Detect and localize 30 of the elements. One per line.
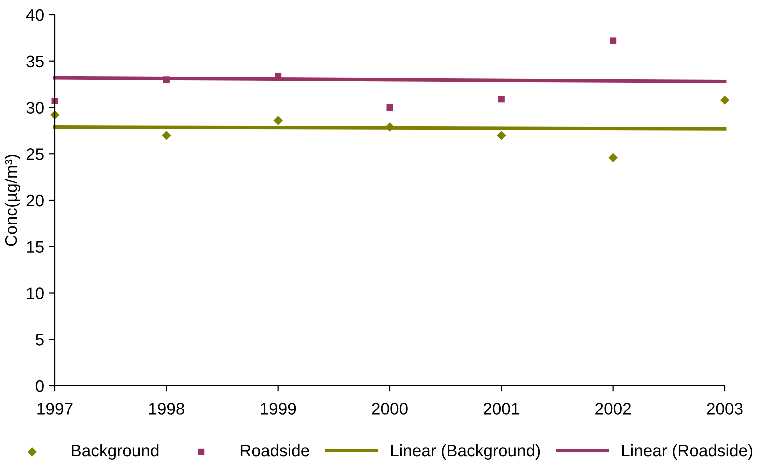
x-tick-label: 1997	[38, 403, 73, 415]
y-axis-title: Conc(µg/m³)	[4, 155, 20, 246]
y-tick-label: 5	[36, 334, 44, 346]
y-tick-label: 15	[27, 241, 44, 254]
point	[274, 116, 283, 126]
y-tick-label: 25	[26, 148, 44, 160]
y-tick-label: 40	[26, 9, 44, 22]
y-tick-label: 20	[26, 194, 44, 207]
y-tick-label: 10	[27, 288, 44, 300]
x-tick-label: 2000	[372, 403, 408, 415]
x-tick-label: 2003	[707, 403, 743, 415]
x-tick-label: 2002	[596, 403, 632, 415]
x-tick-label: 1998	[149, 403, 184, 415]
point	[608, 153, 618, 162]
point	[52, 98, 58, 105]
x-tick-label: 2001	[484, 403, 520, 415]
point	[162, 130, 172, 140]
legend-label: Roadside	[241, 444, 310, 457]
legend-label: Linear (Roadside)	[622, 444, 753, 460]
point	[720, 96, 730, 105]
point	[498, 96, 505, 103]
point	[610, 38, 617, 44]
y-tick-label: 0	[36, 380, 44, 392]
point	[386, 104, 394, 112]
point	[497, 130, 506, 140]
legend-label: Background	[72, 444, 159, 460]
y-tick-label: 35	[26, 56, 44, 68]
y-tick-label: 30	[26, 102, 44, 114]
legend-label: Linear (Background)	[391, 444, 540, 460]
x-tick-label: 1999	[261, 403, 296, 415]
